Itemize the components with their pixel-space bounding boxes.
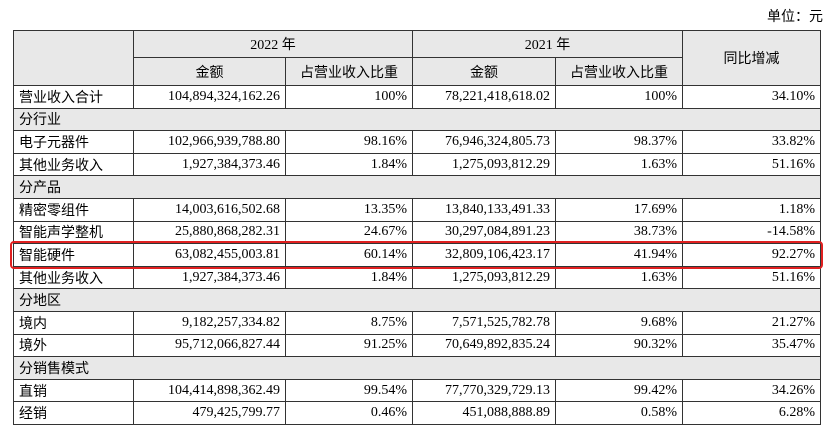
value-cell: 1,927,384,373.46: [133, 265, 286, 290]
value-cell: 17.69%: [555, 197, 683, 222]
section-label: 分行业: [13, 107, 821, 132]
row-label: 境外: [13, 333, 134, 358]
row-label: 境内: [13, 310, 134, 335]
value-cell: 451,088,888.89: [412, 401, 556, 425]
section-row: 分行业: [13, 107, 821, 132]
value-cell: 9.68%: [555, 310, 683, 335]
value-cell: 30,297,084,891.23: [412, 220, 556, 245]
value-cell: 9,182,257,334.82: [133, 310, 286, 335]
value-cell: 76,946,324,805.73: [412, 130, 556, 154]
value-cell: 34.26%: [682, 378, 821, 403]
value-cell: 78,221,418,618.02: [412, 85, 556, 109]
value-cell: 95,712,066,827.44: [133, 333, 286, 358]
section-row: 分产品: [13, 175, 821, 199]
value-cell: 1,927,384,373.46: [133, 152, 286, 177]
value-cell: 104,414,898,362.49: [133, 378, 286, 403]
row-label: 智能声学整机: [13, 220, 134, 245]
section-row: 分销售模式: [13, 356, 821, 380]
value-cell: 1,275,093,812.29: [412, 152, 556, 177]
header-col: 占营业收入比重: [555, 57, 683, 86]
value-cell: 21.27%: [682, 310, 821, 335]
data-row: 直销 104,414,898,362.49 99.54% 77,770,329,729…: [13, 378, 821, 403]
row-label: 精密零组件: [13, 197, 134, 222]
section-label: 分地区: [13, 288, 821, 312]
row-label: 电子元器件: [13, 130, 134, 154]
data-row: 智能硬件 63,082,455,003.81 60.14% 32,809,106,42…: [13, 243, 821, 267]
data-row: 境内 9,182,257,334.82 8.75% 7,571,525,782.78 9…: [13, 310, 821, 335]
value-cell: 13.35%: [285, 197, 413, 222]
value-cell: 70,649,892,835.24: [412, 333, 556, 358]
header-year: 2021 年: [412, 30, 683, 58]
header-col: 金额: [412, 57, 556, 86]
data-row: 电子元器件 102,966,939,788.80 98.16% 76,946,324,…: [13, 130, 821, 154]
value-cell: 1.84%: [285, 265, 413, 290]
value-cell: 1,275,093,812.29: [412, 265, 556, 290]
value-cell: -14.58%: [682, 220, 821, 245]
data-row: 智能声学整机 25,880,868,282.31 24.67% 30,297,084,…: [13, 220, 821, 245]
value-cell: 41.94%: [555, 243, 683, 267]
value-cell: 100%: [555, 85, 683, 109]
value-cell: 60.14%: [285, 243, 413, 267]
value-cell: 8.75%: [285, 310, 413, 335]
value-cell: 90.32%: [555, 333, 683, 358]
value-cell: 51.16%: [682, 152, 821, 177]
value-cell: 6.28%: [682, 401, 821, 425]
header-col: 占营业收入比重: [285, 57, 413, 86]
value-cell: 35.47%: [682, 333, 821, 358]
data-row: 经销 479,425,799.77 0.46% 451,088,888.89 0.58%…: [13, 401, 821, 425]
value-cell: 1.84%: [285, 152, 413, 177]
value-cell: 1.63%: [555, 152, 683, 177]
section-label: 分销售模式: [13, 356, 821, 380]
value-cell: 77,770,329,729.13: [412, 378, 556, 403]
header-blank: [13, 30, 134, 86]
row-label: 其他业务收入: [13, 152, 134, 177]
row-label: 直销: [13, 378, 134, 403]
value-cell: 34.10%: [682, 85, 821, 109]
header-year: 2022 年: [133, 30, 413, 58]
value-cell: 1.18%: [682, 197, 821, 222]
value-cell: 51.16%: [682, 265, 821, 290]
value-cell: 63,082,455,003.81: [133, 243, 286, 267]
unit-label: 单位：元: [767, 10, 823, 25]
data-row: 其他业务收入 1,927,384,373.46 1.84% 1,275,093,812…: [13, 152, 821, 177]
value-cell: 7,571,525,782.78: [412, 310, 556, 335]
revenue-table: 2022 年 2021 年 同比增减 金额 占营业收入比重 金额 占营业收入比重…: [13, 30, 821, 425]
value-cell: 99.54%: [285, 378, 413, 403]
value-cell: 14,003,616,502.68: [133, 197, 286, 222]
value-cell: 13,840,133,491.33: [412, 197, 556, 222]
value-cell: 0.58%: [555, 401, 683, 425]
value-cell: 32,809,106,423.17: [412, 243, 556, 267]
value-cell: 99.42%: [555, 378, 683, 403]
value-cell: 0.46%: [285, 401, 413, 425]
value-cell: 104,894,324,162.26: [133, 85, 286, 109]
data-row: 境外 95,712,066,827.44 91.25% 70,649,892,835.…: [13, 333, 821, 358]
header-yoy: 同比增减: [682, 30, 821, 86]
header-col: 金额: [133, 57, 286, 86]
section-label: 分产品: [13, 175, 821, 199]
data-row: 其他业务收入 1,927,384,373.46 1.84% 1,275,093,812…: [13, 265, 821, 290]
value-cell: 100%: [285, 85, 413, 109]
data-row: 营业收入合计 104,894,324,162.26 100% 78,221,418,6…: [13, 85, 821, 109]
value-cell: 91.25%: [285, 333, 413, 358]
value-cell: 33.82%: [682, 130, 821, 154]
row-label: 其他业务收入: [13, 265, 134, 290]
section-row: 分地区: [13, 288, 821, 312]
row-label: 营业收入合计: [13, 85, 134, 109]
value-cell: 1.63%: [555, 265, 683, 290]
value-cell: 24.67%: [285, 220, 413, 245]
value-cell: 98.37%: [555, 130, 683, 154]
value-cell: 479,425,799.77: [133, 401, 286, 425]
value-cell: 38.73%: [555, 220, 683, 245]
value-cell: 98.16%: [285, 130, 413, 154]
row-label: 智能硬件: [13, 243, 134, 267]
value-cell: 92.27%: [682, 243, 821, 267]
value-cell: 102,966,939,788.80: [133, 130, 286, 154]
data-row: 精密零组件 14,003,616,502.68 13.35% 13,840,133,4…: [13, 197, 821, 222]
value-cell: 25,880,868,282.31: [133, 220, 286, 245]
row-label: 经销: [13, 401, 134, 425]
